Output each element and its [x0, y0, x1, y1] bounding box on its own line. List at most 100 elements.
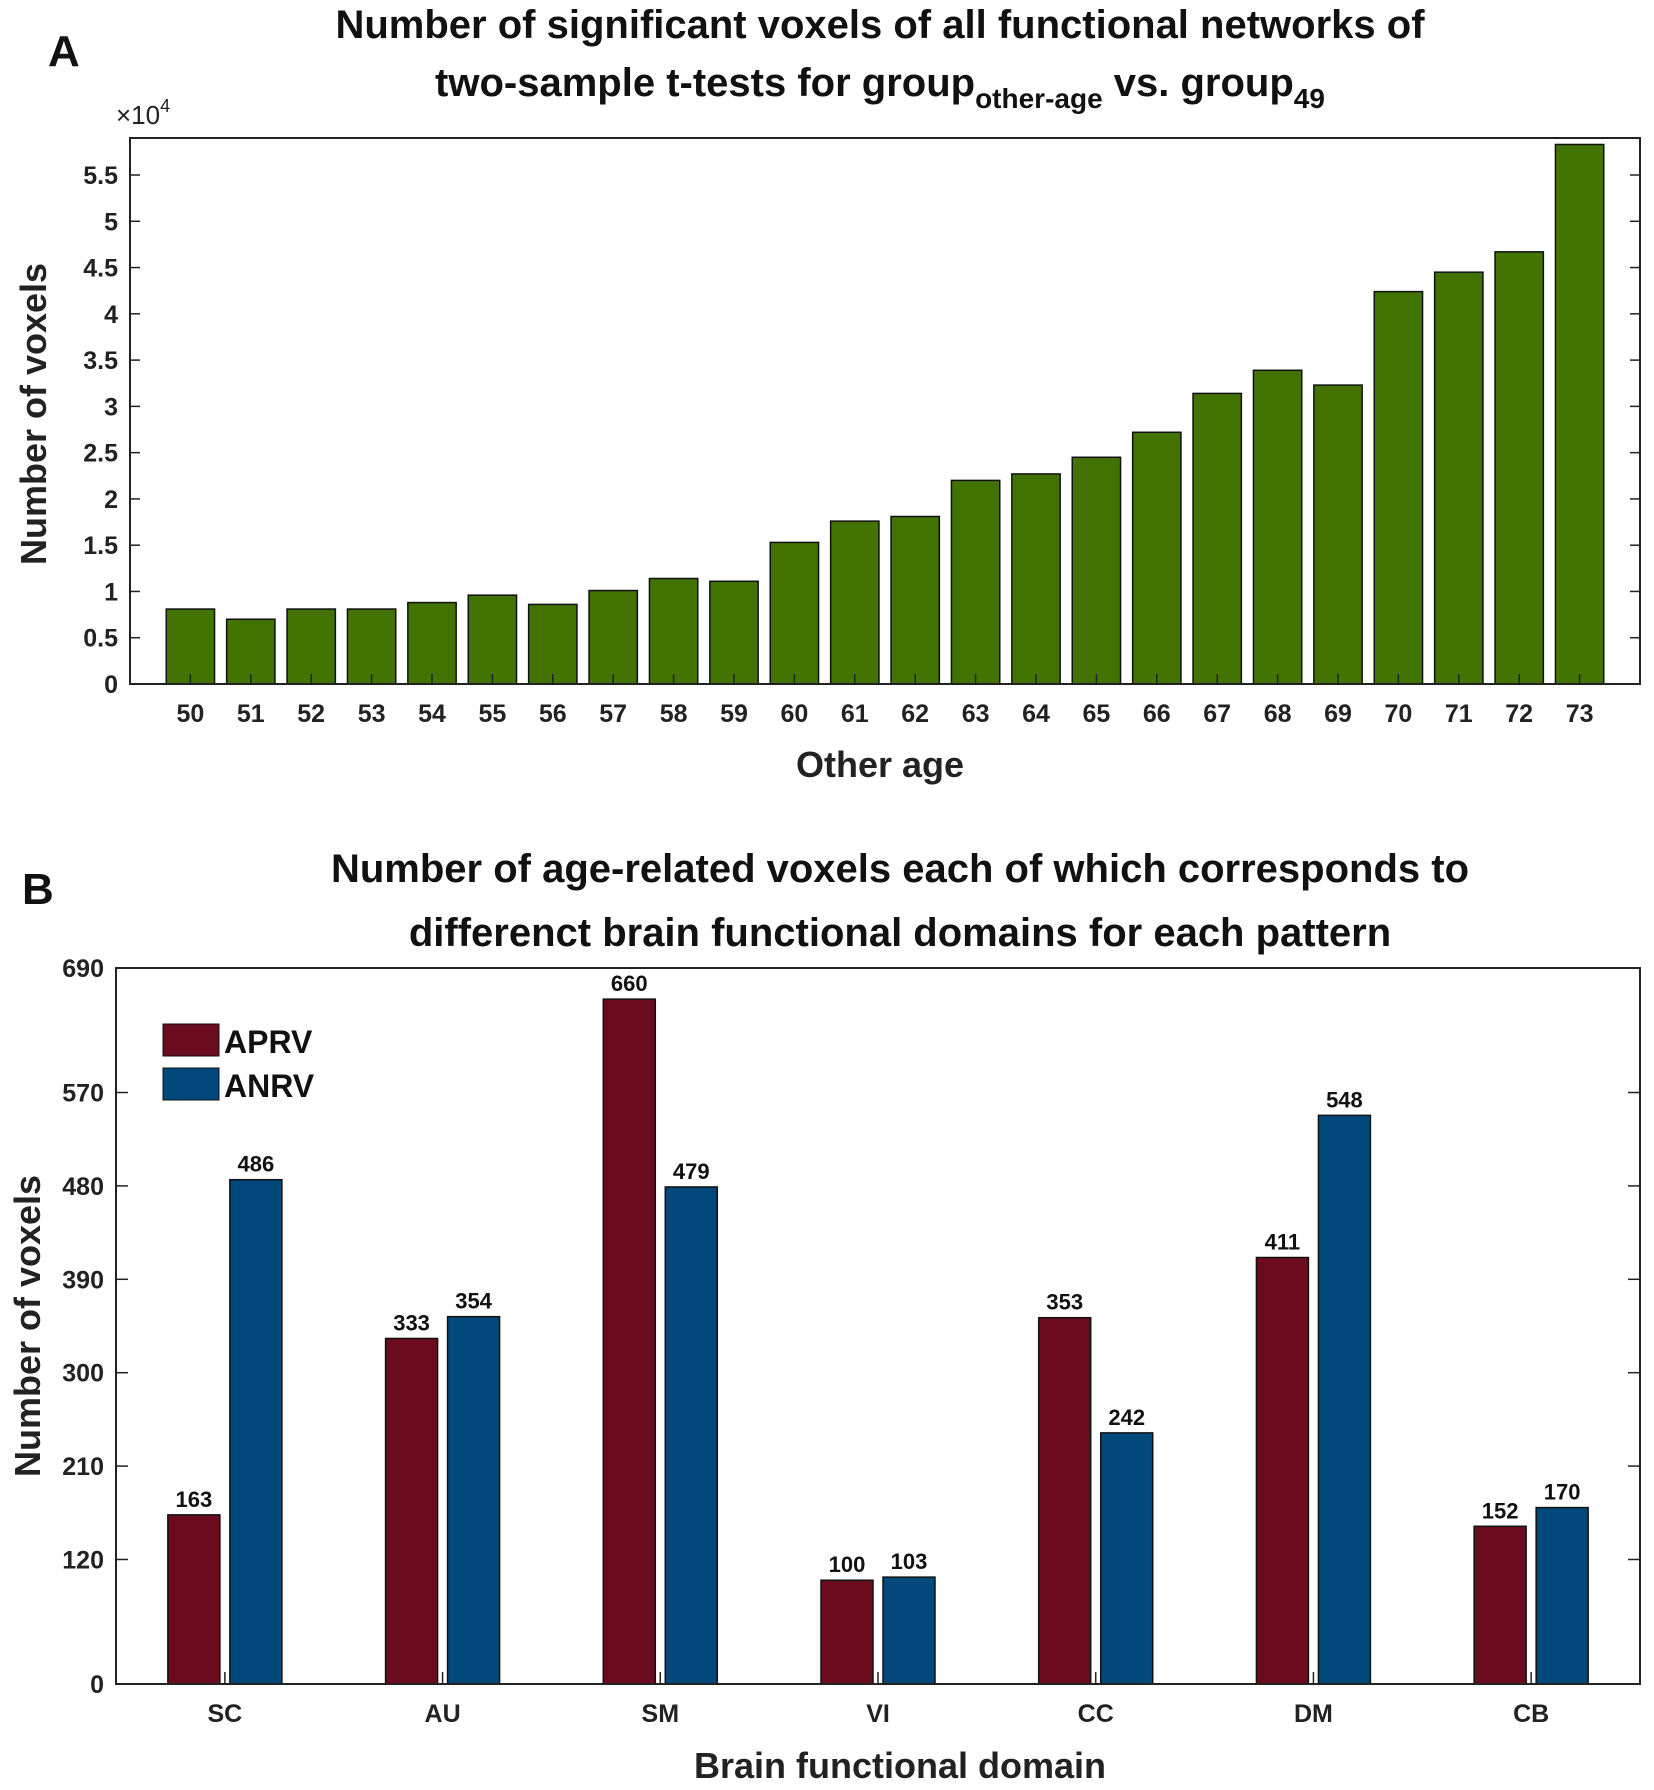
chart-b-bar-aprv — [1037, 1316, 1092, 1685]
chart-a-xtick-label: 72 — [1505, 700, 1533, 728]
chart-a-ytick-label: 3.5 — [83, 347, 118, 375]
chart-a-exponent-base: ×10 — [116, 100, 160, 130]
chart-a-ytick-label: 1 — [104, 578, 118, 606]
chart-b-ytick-label: 690 — [62, 955, 104, 983]
chart-b-data-label: 660 — [611, 971, 648, 996]
chart-b-data-label: 479 — [673, 1159, 710, 1184]
chart-b-ytick-label: 210 — [62, 1453, 104, 1481]
chart-a-ytick-label: 0 — [104, 671, 118, 699]
chart-a-xtick-label: 59 — [720, 700, 748, 728]
chart-b-bar-anrv — [229, 1178, 283, 1685]
chart-a-ytick-label: 2.5 — [83, 440, 118, 468]
chart-a-xtick-label: 67 — [1203, 700, 1231, 728]
chart-a-bar — [1494, 251, 1545, 685]
chart-a-bar — [1373, 290, 1424, 685]
chart-b-ytick-label: 300 — [62, 1360, 104, 1388]
chart-a-bar — [225, 618, 276, 685]
chart-b-bar-anrv — [1535, 1506, 1589, 1685]
chart-b-data-label: 486 — [237, 1152, 274, 1177]
chart-a-bar — [286, 608, 337, 685]
chart-b-bar-aprv — [384, 1337, 439, 1685]
legend-label-aprv: APRV — [224, 1024, 313, 1060]
chart-b-frame — [115, 967, 1641, 1685]
chart-b-xtick-label: DM — [1294, 1700, 1333, 1728]
chart-b-bar-anrv — [1317, 1114, 1372, 1685]
chart-a-xtick-label: 61 — [841, 700, 869, 728]
chart-b-legend: APRV ANRV — [162, 1023, 315, 1104]
chart-a-xtick-label: 60 — [780, 700, 808, 728]
chart-a-title-line1: Number of significant voxels of all func… — [335, 3, 1425, 47]
chart-a-frame — [129, 137, 1641, 685]
chart-a-xtick-label: 68 — [1264, 700, 1292, 728]
chart-b-xtick-label: SC — [207, 1700, 242, 1728]
panel-a-label: A — [48, 27, 80, 76]
chart-a-bar — [346, 608, 397, 685]
chart-b-bar-anrv — [882, 1576, 936, 1685]
chart-a-xtick-label: 51 — [237, 700, 265, 728]
chart-b-xtick-label: VI — [866, 1700, 890, 1728]
chart-a-ytick-label: 2 — [104, 486, 118, 514]
chart-a-exponent: ×104 — [116, 96, 170, 130]
chart-a-xtick-label: 71 — [1445, 700, 1473, 728]
chart-b-data-label: 353 — [1046, 1290, 1083, 1315]
chart-b-title-line1: Number of age-related voxels each of whi… — [331, 847, 1469, 891]
chart-a-bar — [1554, 143, 1605, 685]
chart-a-xtick-label: 52 — [297, 700, 325, 728]
chart-b-ytick-label: 390 — [62, 1266, 104, 1294]
chart-b-xtick-label: CC — [1078, 1700, 1114, 1728]
chart-a-bar — [1433, 271, 1484, 685]
chart-b-data-label: 103 — [891, 1549, 928, 1574]
chart-a-xtick-label: 53 — [358, 700, 386, 728]
chart-a-xtick-label: 50 — [176, 700, 204, 728]
chart-a-xtick-label: 64 — [1022, 700, 1050, 728]
chart-b-title-line2: differenct brain functional domains for … — [409, 911, 1391, 955]
chart-a-xtick-label: 65 — [1082, 700, 1110, 728]
chart-a-xtick-label: 62 — [901, 700, 929, 728]
chart-a-bar — [588, 589, 639, 685]
chart-b-data-label: 548 — [1326, 1087, 1363, 1112]
chart-a-bar — [165, 608, 216, 685]
chart-b-xtick-label: AU — [425, 1700, 461, 1728]
chart-a-bar — [1071, 456, 1122, 685]
chart-b-ylabel: Number of voxels — [7, 1175, 48, 1477]
chart-b-data-label: 333 — [393, 1310, 430, 1335]
chart-b-xtick-label: CB — [1513, 1700, 1549, 1728]
chart-b-bar-aprv — [167, 1514, 221, 1685]
chart-b-bar-anrv — [664, 1186, 719, 1685]
chart-a-xtick-label: 66 — [1143, 700, 1171, 728]
chart-a-bar — [1192, 392, 1243, 685]
chart-b-data-label: 100 — [829, 1552, 866, 1577]
chart-b-bar-aprv — [1255, 1256, 1310, 1685]
chart-a-xtick-label: 69 — [1324, 700, 1352, 728]
chart-a-bar — [829, 520, 880, 685]
chart-a-title-sub1: other-age — [975, 83, 1103, 114]
chart-b-xlabel: Brain functional domain — [694, 1745, 1106, 1786]
chart-b-data-label: 411 — [1265, 1230, 1301, 1255]
chart-a-xlabel: Other age — [796, 744, 964, 785]
chart-a-xtick-label: 56 — [539, 700, 567, 728]
chart-a-ytick-label: 5.5 — [83, 162, 118, 190]
chart-b-data-label: 170 — [1544, 1480, 1581, 1505]
chart-a-ytick-label: 1.5 — [83, 532, 118, 560]
chart-b-ytick-label: 0 — [90, 1671, 104, 1699]
chart-a-title-prefix: two-sample t-tests for group — [435, 61, 975, 105]
chart-a-ytick-label: 4.5 — [83, 255, 118, 283]
chart-b-data-label: 152 — [1482, 1498, 1519, 1523]
chart-b-data-label: 242 — [1108, 1405, 1145, 1430]
chart-b-bar-aprv — [1473, 1525, 1527, 1685]
chart-a-title-line2: two-sample t-tests for groupother-age vs… — [435, 61, 1325, 114]
chart-a-title-mid: vs. group — [1103, 61, 1294, 105]
chart-b-bar-anrv — [446, 1315, 501, 1685]
chart-a-title-sub2: 49 — [1294, 83, 1325, 114]
chart-b-xtick-label: SM — [642, 1700, 680, 1728]
chart-a-xtick-label: 55 — [478, 700, 506, 728]
chart-a-bar — [709, 580, 759, 685]
chart-a-xtick-label: 70 — [1384, 700, 1412, 728]
chart-a-bar — [1313, 384, 1363, 685]
chart-b-ytick-label: 480 — [62, 1173, 104, 1201]
chart-a-bar — [527, 603, 578, 685]
chart-b-bar-aprv — [820, 1579, 874, 1685]
chart-a-ylabel: Number of voxels — [13, 263, 54, 565]
chart-a-ytick-label: 4 — [104, 301, 118, 329]
